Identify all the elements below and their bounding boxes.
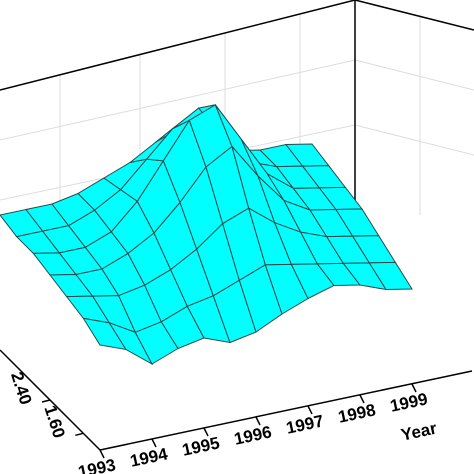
x-axis	[99, 370, 473, 451]
x-tick-label: 1994	[128, 444, 169, 471]
x-tick	[411, 383, 417, 393]
y-tick-label: 2.40	[7, 370, 35, 407]
x-tick	[99, 449, 105, 459]
y-tick-label: 1.60	[40, 403, 68, 440]
x-tick-label: 1995	[180, 433, 221, 459]
x-tick	[255, 416, 261, 426]
x-tick	[307, 405, 313, 415]
x-tick-label: 1998	[336, 400, 377, 426]
x-tick	[359, 394, 365, 404]
x-tick	[151, 438, 157, 448]
y-tick	[41, 399, 51, 403]
surface-cell	[368, 261, 413, 291]
y-tick	[75, 432, 84, 437]
x-tick-label: 1999	[388, 389, 429, 415]
x-tick-label: 1993	[76, 455, 117, 474]
x-tick-label: 1997	[284, 411, 325, 437]
x-tick-label: 1996	[232, 422, 273, 448]
x-tick	[203, 427, 209, 437]
x-axis-label: Year	[399, 419, 438, 445]
